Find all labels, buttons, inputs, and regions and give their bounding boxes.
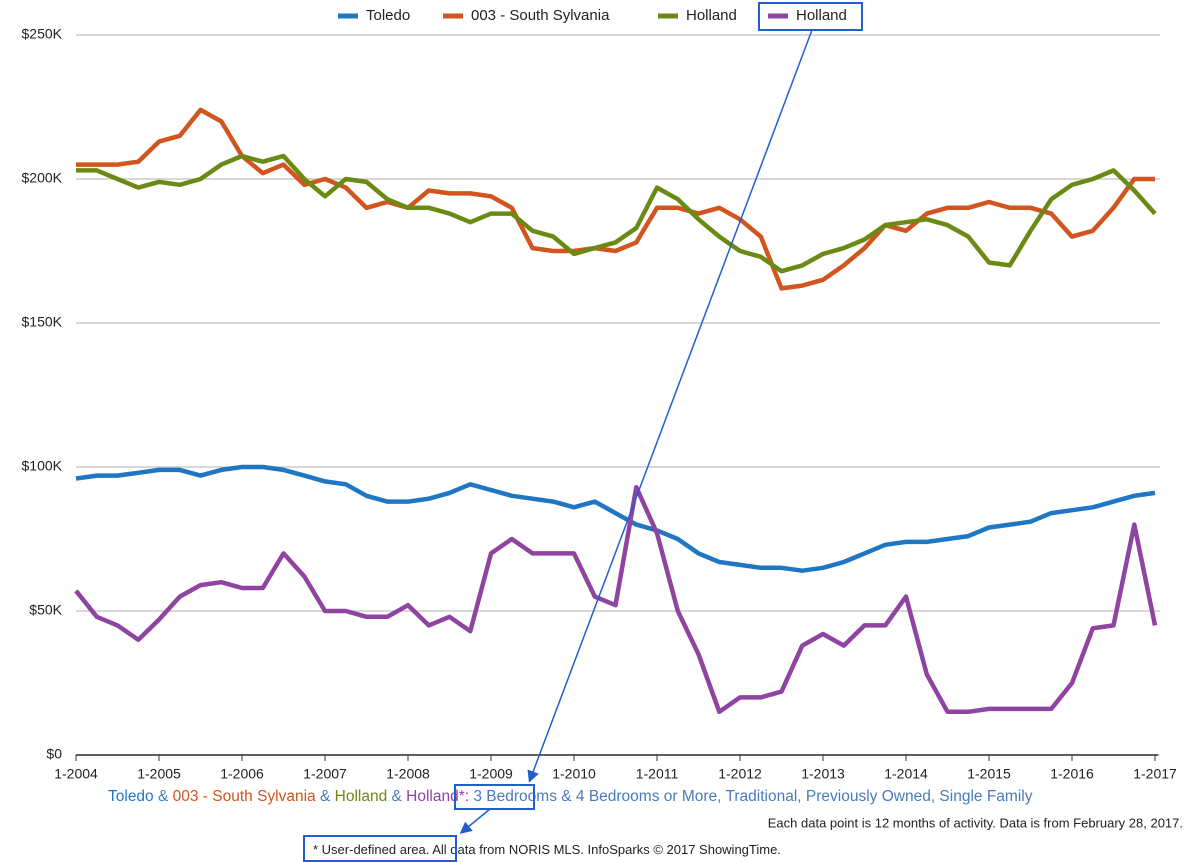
- footnote: * User-defined area. All data from NORIS…: [313, 842, 781, 857]
- series-line: [76, 153, 1157, 274]
- y-tick-label: $100K: [22, 458, 63, 474]
- x-tick-label: 1-2006: [220, 766, 264, 782]
- y-tick-label: $150K: [22, 314, 63, 330]
- x-tick-label: 1-2008: [386, 766, 430, 782]
- x-tick-label: 1-2015: [967, 766, 1011, 782]
- series-line: [74, 484, 1158, 715]
- annotation-arrow: [527, 29, 813, 783]
- x-tick-label: 1-2004: [54, 766, 98, 782]
- y-tick-label: $250K: [22, 26, 63, 42]
- x-tick-label: 1-2010: [552, 766, 596, 782]
- subtitle-part: &: [316, 788, 335, 805]
- x-tick-label: 1-2017: [1133, 766, 1177, 782]
- y-tick-label: $0: [46, 746, 62, 762]
- legend: Toledo 003 - South Sylvania Holland Holland: [338, 7, 847, 24]
- x-tick-label: 1-2009: [469, 766, 513, 782]
- lines: [74, 107, 1158, 715]
- annotation-box: [454, 784, 535, 810]
- grid: $0 $50K $100K $150K $200K $250K 1-2004 1-2005 1-…: [22, 26, 1177, 782]
- legend-label: Holland: [796, 7, 847, 24]
- legend-label: Toledo: [366, 7, 410, 24]
- subtitle-part: Holland: [335, 788, 388, 805]
- y-tick-label: $200K: [22, 170, 63, 186]
- annotation-box: [758, 2, 863, 31]
- series-line: [76, 107, 1155, 291]
- x-tick-label: 1-2012: [718, 766, 762, 782]
- x-tick-label: 1-2007: [303, 766, 347, 782]
- annotation-arrow: [459, 808, 491, 834]
- subtitle-part: 3 Bedrooms & 4 Bedrooms or More, Traditi…: [469, 788, 1033, 805]
- subtitle-part: Holland*:: [406, 788, 469, 805]
- subtitle-part: Toledo: [108, 788, 154, 805]
- annotation-box: [303, 835, 457, 862]
- footnote-part: * User-defined area.: [313, 842, 429, 857]
- x-tick-label: 1-2013: [801, 766, 845, 782]
- note: Each data point is 12 months of activity…: [768, 815, 1183, 830]
- x-tick-label: 1-2011: [636, 766, 679, 782]
- subtitle: Toledo & 003 - South Sylvania & Holland …: [108, 788, 1033, 805]
- legend-label: 003 - South Sylvania: [471, 7, 610, 24]
- subtitle-part: &: [154, 788, 173, 805]
- subtitle-part: &: [387, 788, 406, 805]
- y-tick-label: $50K: [29, 602, 62, 618]
- x-tick-label: 1-2016: [1050, 766, 1094, 782]
- x-tick-label: 1-2005: [137, 766, 181, 782]
- subtitle-part: 003 - South Sylvania: [173, 788, 316, 805]
- legend-label: Holland: [686, 7, 737, 24]
- x-tick-label: 1-2014: [884, 766, 928, 782]
- series-line: [75, 464, 1156, 573]
- footnote-part: All data from NORIS MLS. InfoSparks © 20…: [429, 842, 781, 857]
